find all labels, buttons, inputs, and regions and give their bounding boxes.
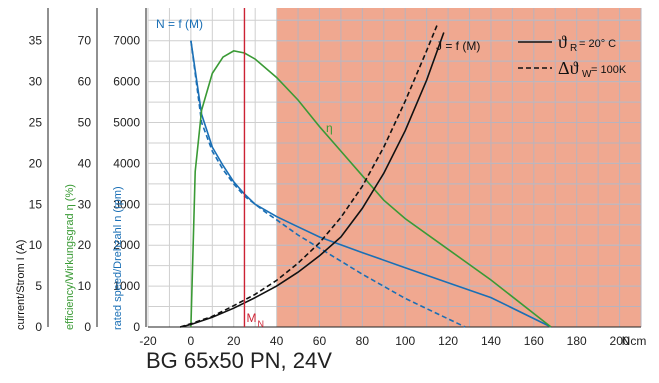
x-tick-label: 60 [313,334,327,348]
y-tick-label: 5 [35,279,42,293]
x-tick-label: 120 [438,334,458,348]
y-tick-label: 30 [78,197,92,211]
y-tick-label: 2000 [113,238,140,252]
y-tick-label: 7000 [113,34,140,48]
x-tick-label: 0 [188,334,195,348]
series-line-3 [180,32,445,328]
chart-caption: BG 65x50 PN, 24V [146,348,332,373]
y-tick-label: 20 [29,156,43,170]
series-line-0 [190,40,552,328]
y-tick-label: 20 [78,238,92,252]
x-tick-label: 80 [356,334,370,348]
x-tick-label: 140 [481,334,501,348]
legend-text-1: = 100K [591,64,627,76]
series-line-1 [190,40,466,328]
y-tick-label: 6000 [113,75,140,89]
x-tick-label: 20 [227,334,241,348]
legend-symbol-0: ϑ [558,32,567,52]
tick-labels: 0 5 10 15 20 25 30 35 current/Strom I (A) 0 10 20 30… [15,34,646,348]
annotation-speed: N = f (M) [156,17,203,31]
y-tick-label: 40 [78,156,92,170]
y-axis-label-2: rated speed/Drehzahl n (rpm) [112,186,124,330]
y-tick-label: 60 [78,75,92,89]
annotation-efficiency: η [326,121,333,135]
y-tick-label: 0 [84,320,91,334]
legend-text-0: = 20° C [579,38,616,50]
y-tick-label: 4000 [113,156,140,170]
legend-symbol-1: Δϑ [558,58,579,78]
y-tick-label: 50 [78,116,92,130]
axes [47,8,641,328]
y-tick-label: 5000 [113,116,140,130]
y-tick-label: 0 [133,320,140,334]
y-tick-label: 10 [29,238,43,252]
y-tick-label: 15 [29,197,43,211]
y-tick-label: 70 [78,34,92,48]
annotation-current: J = f (M) [436,39,480,53]
series-line-2 [190,50,552,328]
grid [147,8,642,328]
series-lines [179,24,552,328]
x-tick-label: 100 [395,334,415,348]
y-tick-label: 25 [29,116,43,130]
x-unit-label: Ncm [622,334,647,348]
rated-torque-label: M [246,311,256,325]
rated-torque-sub: N [257,319,264,329]
x-tick-label: -20 [139,334,157,348]
y-tick-label: 0 [35,320,42,334]
y-tick-label: 3000 [113,197,140,211]
y-axis-label-0: current/Strom I (A) [15,240,27,330]
x-tick-label: 200 [610,334,630,348]
y-axis-label-1: efficiency/Wirkungsgrad η (%) [64,184,76,330]
y-tick-label: 1000 [113,279,140,293]
annotations: M N J = f (M) N = f (M) η [156,8,480,329]
legend-sub-0: R [570,43,577,54]
y-tick-label: 30 [29,75,43,89]
x-tick-label: 180 [567,334,587,348]
x-tick-label: 40 [270,334,284,348]
series-line-4 [179,24,439,328]
shaded-region [276,8,641,327]
y-tick-label: 10 [78,279,92,293]
legend-sub-1: W [582,69,592,80]
x-tick-label: 160 [524,334,544,348]
y-tick-label: 35 [29,34,43,48]
